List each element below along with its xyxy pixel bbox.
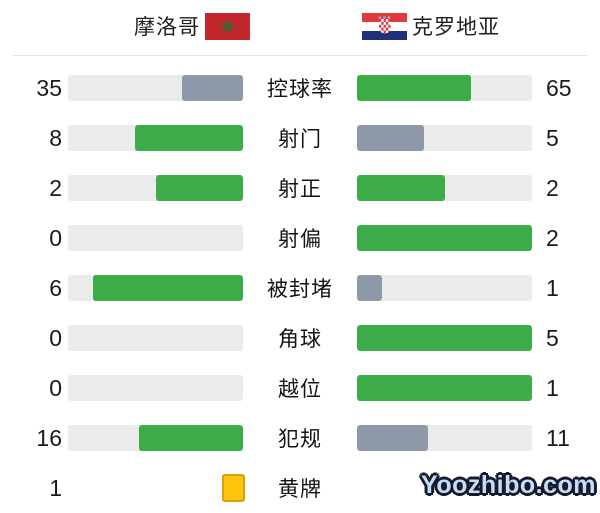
home-stat-bar (68, 325, 243, 351)
team-home: 摩洛哥 (134, 12, 250, 40)
home-team-name: 摩洛哥 (134, 16, 200, 39)
stat-row: 0 角球 5 (0, 313, 600, 363)
yellow-card-icon (222, 474, 245, 502)
home-stat-bar (68, 375, 243, 401)
stat-row: 6 被封堵 1 (0, 263, 600, 313)
stat-row: 2 射正 2 (0, 163, 600, 213)
away-stat-bar (357, 325, 532, 351)
header: 摩洛哥 (0, 0, 600, 55)
home-stat-value: 8 (49, 124, 62, 151)
home-stat-fill (135, 125, 243, 151)
away-stat-bar (357, 425, 532, 451)
home-stat-bar (68, 474, 245, 502)
away-stat-fill (357, 425, 429, 451)
away-stat-bar (357, 225, 532, 251)
stat-label: 射门 (278, 128, 322, 151)
home-stat-value: 6 (49, 274, 62, 301)
home-stat-bar (68, 175, 243, 201)
home-stat-fill (93, 275, 243, 301)
away-stat-fill (357, 325, 532, 351)
away-stat-value: 1 (546, 374, 559, 401)
stat-label: 被封堵 (267, 278, 333, 301)
away-stat-fill (357, 225, 532, 251)
away-stat-value: 11 (546, 424, 570, 451)
away-stat-value: 1 (546, 274, 559, 301)
away-stat-value: 5 (546, 324, 559, 351)
stat-row: 0 射偏 2 (0, 213, 600, 263)
home-stat-fill (139, 425, 243, 451)
home-stat-value: 0 (49, 374, 62, 401)
morocco-flag-icon (205, 12, 250, 40)
away-stat-bar (357, 375, 532, 401)
home-stat-value: 35 (36, 74, 62, 101)
watermark: Yoozhibo.com (421, 471, 596, 499)
stat-row: 1 黄牌 (0, 463, 600, 513)
away-stat-value: 2 (546, 174, 559, 201)
stat-row: 0 越位 1 (0, 363, 600, 413)
croatia-flag-icon (362, 12, 407, 40)
stat-row: 35 控球率 65 (0, 63, 600, 113)
home-stat-bar (68, 75, 243, 101)
stat-label: 越位 (278, 378, 322, 401)
away-team-name: 克罗地亚 (412, 16, 500, 39)
home-stat-fill (181, 75, 243, 101)
home-stat-fill (155, 175, 243, 201)
home-stat-value: 16 (36, 424, 62, 451)
away-stat-value: 5 (546, 124, 559, 151)
stat-label: 射正 (278, 178, 322, 201)
home-stat-bar (68, 225, 243, 251)
header-divider (12, 55, 588, 56)
home-stat-bar (68, 425, 243, 451)
team-away: 克罗地亚 (362, 12, 500, 40)
home-stat-bar (68, 125, 243, 151)
away-stat-fill (357, 275, 383, 301)
stat-row: 8 射门 5 (0, 113, 600, 163)
home-stat-value: 1 (49, 474, 62, 501)
stat-label: 黄牌 (278, 478, 322, 501)
away-stat-bar (357, 175, 532, 201)
away-stat-fill (357, 75, 471, 101)
away-stat-fill (357, 375, 532, 401)
away-stat-fill (357, 175, 445, 201)
stat-label: 犯规 (278, 428, 322, 451)
stat-label: 控球率 (267, 78, 333, 101)
stat-label: 角球 (278, 328, 322, 351)
away-stat-fill (357, 125, 425, 151)
away-stat-bar (357, 75, 532, 101)
home-stat-value: 0 (49, 324, 62, 351)
home-stat-bar (68, 275, 243, 301)
home-stat-value: 2 (49, 174, 62, 201)
away-stat-value: 2 (546, 224, 559, 251)
stat-row: 16 犯规 11 (0, 413, 600, 463)
stat-label: 射偏 (278, 228, 322, 251)
away-stat-bar (357, 275, 532, 301)
stats-list: 35 控球率 65 8 射门 5 2 射正 2 0 射偏 2 6 被封堵 1 0… (0, 56, 600, 513)
home-stat-value: 0 (49, 224, 62, 251)
away-stat-value: 65 (546, 74, 572, 101)
away-stat-bar (357, 125, 532, 151)
